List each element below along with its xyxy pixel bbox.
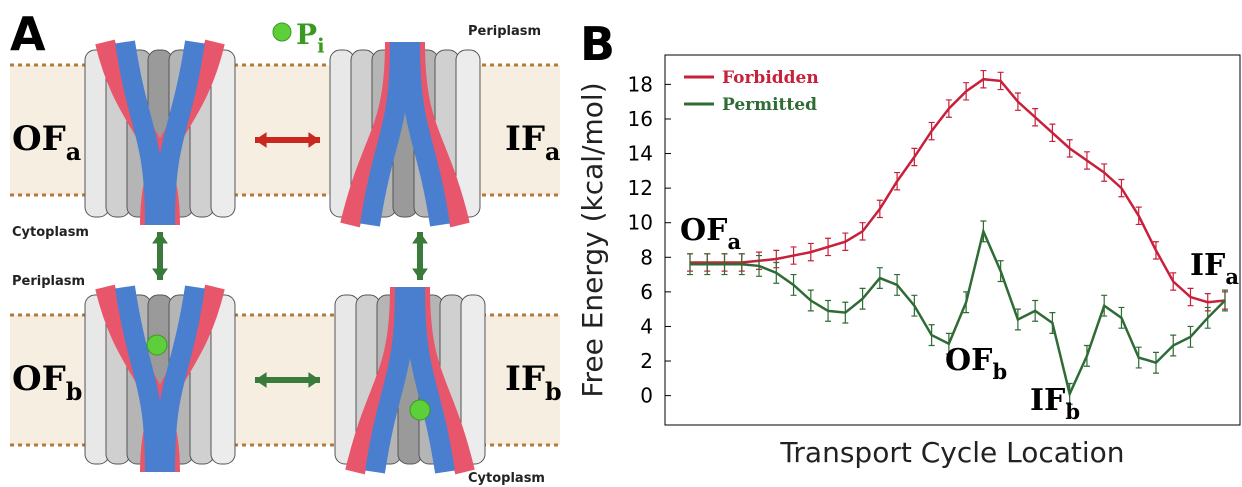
phosphate-ball [272, 22, 292, 42]
ligand-label-main: P [296, 18, 317, 51]
series-line [690, 77, 1226, 304]
state-annotation-sub: a [1225, 264, 1239, 289]
state-label: IFb [505, 359, 562, 406]
state-annotation-main: IF [1030, 383, 1065, 418]
state-label-sub: a [545, 138, 560, 166]
state-label-main: IF [505, 119, 545, 159]
compartment-label: Cytoplasm [468, 471, 545, 486]
state-label: IFa [505, 119, 560, 166]
state-annotation: OFb [945, 343, 1007, 384]
phosphate-ball [146, 334, 168, 356]
y-tick-label: 6 [640, 280, 653, 304]
ribbon [115, 285, 165, 473]
y-tick-label: 4 [640, 314, 653, 338]
panel-label: B [580, 17, 615, 71]
y-tick-label: 8 [640, 245, 653, 269]
ribbon [115, 40, 165, 226]
arrow-head [412, 268, 428, 280]
panel-b: B 0 2 4 6 8 10 12 14 16 18 Free Energy (kcal/mol) Tr… [576, 17, 1241, 469]
y-tick-label: 2 [640, 349, 653, 373]
y-tick-label: 14 [628, 142, 653, 166]
state-annotation-sub: a [727, 229, 741, 254]
x-axis-label: Transport Cycle Location [779, 436, 1124, 469]
phosphate-ball [409, 399, 431, 421]
state-label-main: OF [12, 119, 66, 159]
arrow-head [255, 132, 267, 148]
compartment-label: Cytoplasm [12, 225, 89, 240]
state-annotation-main: IF [1190, 248, 1225, 283]
state-label-sub: a [66, 138, 81, 166]
ribbon [155, 285, 205, 473]
state-label-sub: b [545, 378, 562, 406]
state-annotation: IFb [1030, 383, 1080, 424]
arrow-head [152, 268, 168, 280]
y-tick-label: 0 [640, 384, 653, 408]
y-tick-label: 12 [628, 176, 653, 200]
state-label-sub: b [66, 378, 83, 406]
ribbon [400, 41, 450, 227]
y-tick-label: 10 [628, 211, 653, 235]
state-label: OFb [12, 359, 82, 406]
legend-label: Forbidden [722, 68, 819, 88]
y-axis-label: Free Energy (kcal/mol) [576, 82, 609, 397]
panel-label: A [10, 7, 46, 61]
ribbon [155, 40, 205, 226]
state-annotation: OFa [680, 213, 741, 254]
panel-a: A Periplasm Cytoplasm Periplasm Cytoplasm [10, 7, 560, 486]
state-annotation-sub: b [1065, 399, 1080, 424]
plot-frame [664, 54, 1241, 426]
legend-label: Permitted [722, 95, 817, 115]
state-label-main: IF [505, 359, 545, 399]
ribbon [360, 41, 410, 227]
ribbon [405, 286, 455, 474]
state-annotation-main: OF [680, 213, 727, 248]
compartment-label: Periplasm [12, 274, 85, 289]
state-annotation-main: OF [945, 343, 992, 378]
arrow-head [308, 372, 320, 388]
arrow-head [308, 132, 320, 148]
y-tick-label: 18 [628, 72, 653, 96]
ligand-label-sub: i [317, 34, 324, 57]
arrow-head [255, 372, 267, 388]
state-annotation-sub: b [992, 359, 1007, 384]
y-tick-label: 16 [628, 107, 653, 131]
arrow-head [412, 232, 428, 244]
series-line [690, 227, 1226, 398]
arrow-head [152, 232, 168, 244]
ribbon [365, 286, 415, 474]
state-annotation: IFa [1190, 248, 1239, 289]
state-label: OFa [12, 119, 81, 166]
ligand-label: Pi [296, 18, 325, 57]
compartment-label: Periplasm [468, 24, 541, 39]
state-label-main: OF [12, 359, 66, 399]
